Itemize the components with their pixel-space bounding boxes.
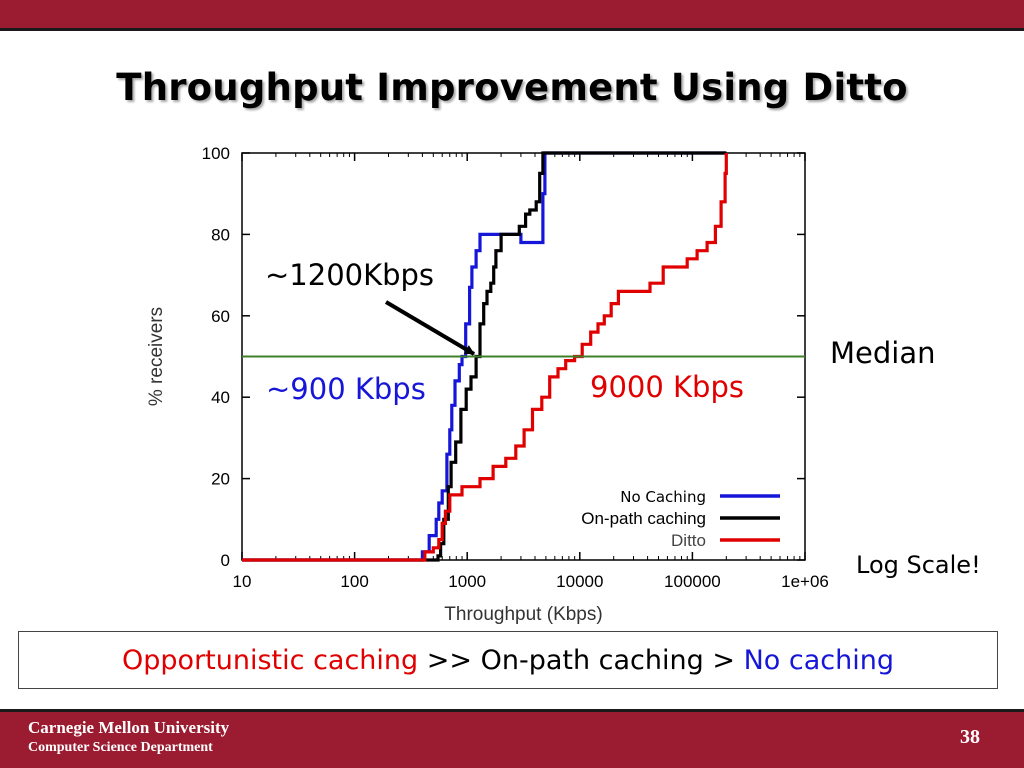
page-number: 38 [960,726,980,748]
ditto-median-label: 9000 Kbps [590,370,744,404]
summary-opportunistic: Opportunistic caching [122,645,419,676]
legend-label: Ditto [671,531,706,550]
summary-nocaching: No caching [743,645,894,676]
summary-box: Opportunistic caching >> On-path caching… [18,631,998,689]
x-tick-label: 100 [340,572,368,591]
footer-department: Computer Science Department [28,740,213,755]
x-tick-label: 1000 [448,572,486,591]
y-axis-label: % receivers [146,307,167,406]
footer-university: Carnegie Mellon University [28,718,230,737]
series-line-ditto [242,153,728,562]
slide-title: Throughput Improvement Using Ditto [116,66,908,109]
x-tick-label: 100000 [664,572,721,591]
y-tick-label: 80 [211,225,230,244]
x-tick-label: 10 [233,572,252,591]
no-caching-median-label: ~900 Kbps [266,372,426,406]
y-tick-label: 100 [202,144,230,163]
callout-arrow [384,300,476,356]
top-banner [0,0,1024,31]
x-tick-label: 1e+06 [781,572,829,591]
footer-bar: Carnegie Mellon University Computer Scie… [0,709,1024,768]
x-axis-label: Throughput (Kbps) [444,604,602,625]
log-scale-note: Log Scale! [856,551,981,579]
y-tick-label: 20 [211,470,230,489]
y-tick-label: 60 [211,307,230,326]
legend-label: No Caching [620,488,706,506]
summary-onpath: >> On-path caching > [418,645,744,676]
series-line-on-path-caching [242,151,727,562]
y-tick-label: 40 [211,388,230,407]
y-tick-label: 0 [221,551,230,570]
x-tick-label: 10000 [556,572,603,591]
legend-label: On-path caching [581,509,706,528]
median-label: Median [830,336,936,370]
arrow-callout-label: ~1200Kbps [265,258,435,292]
